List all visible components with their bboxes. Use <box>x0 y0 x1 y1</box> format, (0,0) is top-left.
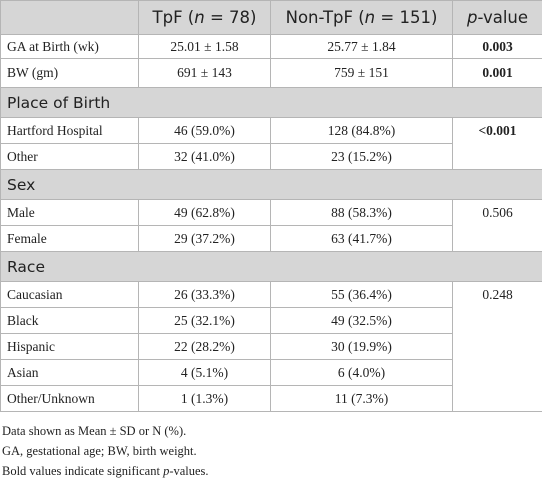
footnotes: Data shown as Mean ± SD or N (%). GA, ges… <box>0 421 542 481</box>
text-part: TpF ( <box>153 8 195 27</box>
text-part: = 78) <box>205 8 257 27</box>
footnote: GA, gestational age; BW, birth weight. <box>0 441 542 461</box>
p-value: <0.001 <box>453 118 542 170</box>
section-title: Sex <box>1 170 542 200</box>
cell: 46 (59.0%) <box>139 118 271 144</box>
cell: Hartford Hospital <box>1 118 139 144</box>
cell: 29 (37.2%) <box>139 226 271 252</box>
footnote: Data shown as Mean ± SD or N (%). <box>0 421 542 441</box>
cell: 49 (62.8%) <box>139 200 271 226</box>
section-row: Place of Birth <box>1 88 542 118</box>
text-part: = 151) <box>375 8 437 27</box>
cell: 88 (58.3%) <box>271 200 453 226</box>
text-part: -value <box>477 8 528 27</box>
p-value: 0.248 <box>453 282 542 412</box>
cell: BW (gm) <box>1 59 139 88</box>
cell: 22 (28.2%) <box>139 334 271 360</box>
header-cell: TpF (n = 78) <box>139 1 271 35</box>
cell: 691 ± 143 <box>139 59 271 88</box>
cell: 25 (32.1%) <box>139 308 271 334</box>
cell: 32 (41.0%) <box>139 144 271 170</box>
cell: 30 (19.9%) <box>271 334 453 360</box>
cell: 26 (33.3%) <box>139 282 271 308</box>
text-part: GA, gestational age; BW, birth weight. <box>2 444 197 458</box>
cell: 0.001 <box>453 59 542 88</box>
header-row: TpF (n = 78)Non-TpF (n = 151)p-value <box>1 1 542 35</box>
cell: 25.01 ± 1.58 <box>139 35 271 59</box>
cell: 49 (32.5%) <box>271 308 453 334</box>
p-value: 0.506 <box>453 200 542 252</box>
cell: 11 (7.3%) <box>271 386 453 412</box>
cell: 23 (15.2%) <box>271 144 453 170</box>
section-row: Sex <box>1 170 542 200</box>
text-part: n <box>194 8 204 27</box>
section-row: Race <box>1 252 542 282</box>
text-part: Data shown as Mean ± SD or N (%). <box>2 424 186 438</box>
cell: Black <box>1 308 139 334</box>
cell: Other <box>1 144 139 170</box>
cell: Female <box>1 226 139 252</box>
cell: 1 (1.3%) <box>139 386 271 412</box>
cell: 128 (84.8%) <box>271 118 453 144</box>
cell: 759 ± 151 <box>271 59 453 88</box>
text-part: Non-TpF ( <box>286 8 365 27</box>
cell: Asian <box>1 360 139 386</box>
header-cell: Non-TpF (n = 151) <box>271 1 453 35</box>
cell: 0.003 <box>453 35 542 59</box>
cell: Caucasian <box>1 282 139 308</box>
cell: 55 (36.4%) <box>271 282 453 308</box>
text-part: n <box>365 8 375 27</box>
section-title: Race <box>1 252 542 282</box>
header-cell <box>1 1 139 35</box>
cell: 4 (5.1%) <box>139 360 271 386</box>
text-part: p <box>467 8 477 27</box>
cell: 6 (4.0%) <box>271 360 453 386</box>
footnote: Bold values indicate significant p-value… <box>0 461 542 481</box>
cell: Hispanic <box>1 334 139 360</box>
section-title: Place of Birth <box>1 88 542 118</box>
cell: Other/Unknown <box>1 386 139 412</box>
cell: Male <box>1 200 139 226</box>
cell: 25.77 ± 1.84 <box>271 35 453 59</box>
cell: GA at Birth (wk) <box>1 35 139 59</box>
cell: 63 (41.7%) <box>271 226 453 252</box>
header-cell: p-value <box>453 1 542 35</box>
